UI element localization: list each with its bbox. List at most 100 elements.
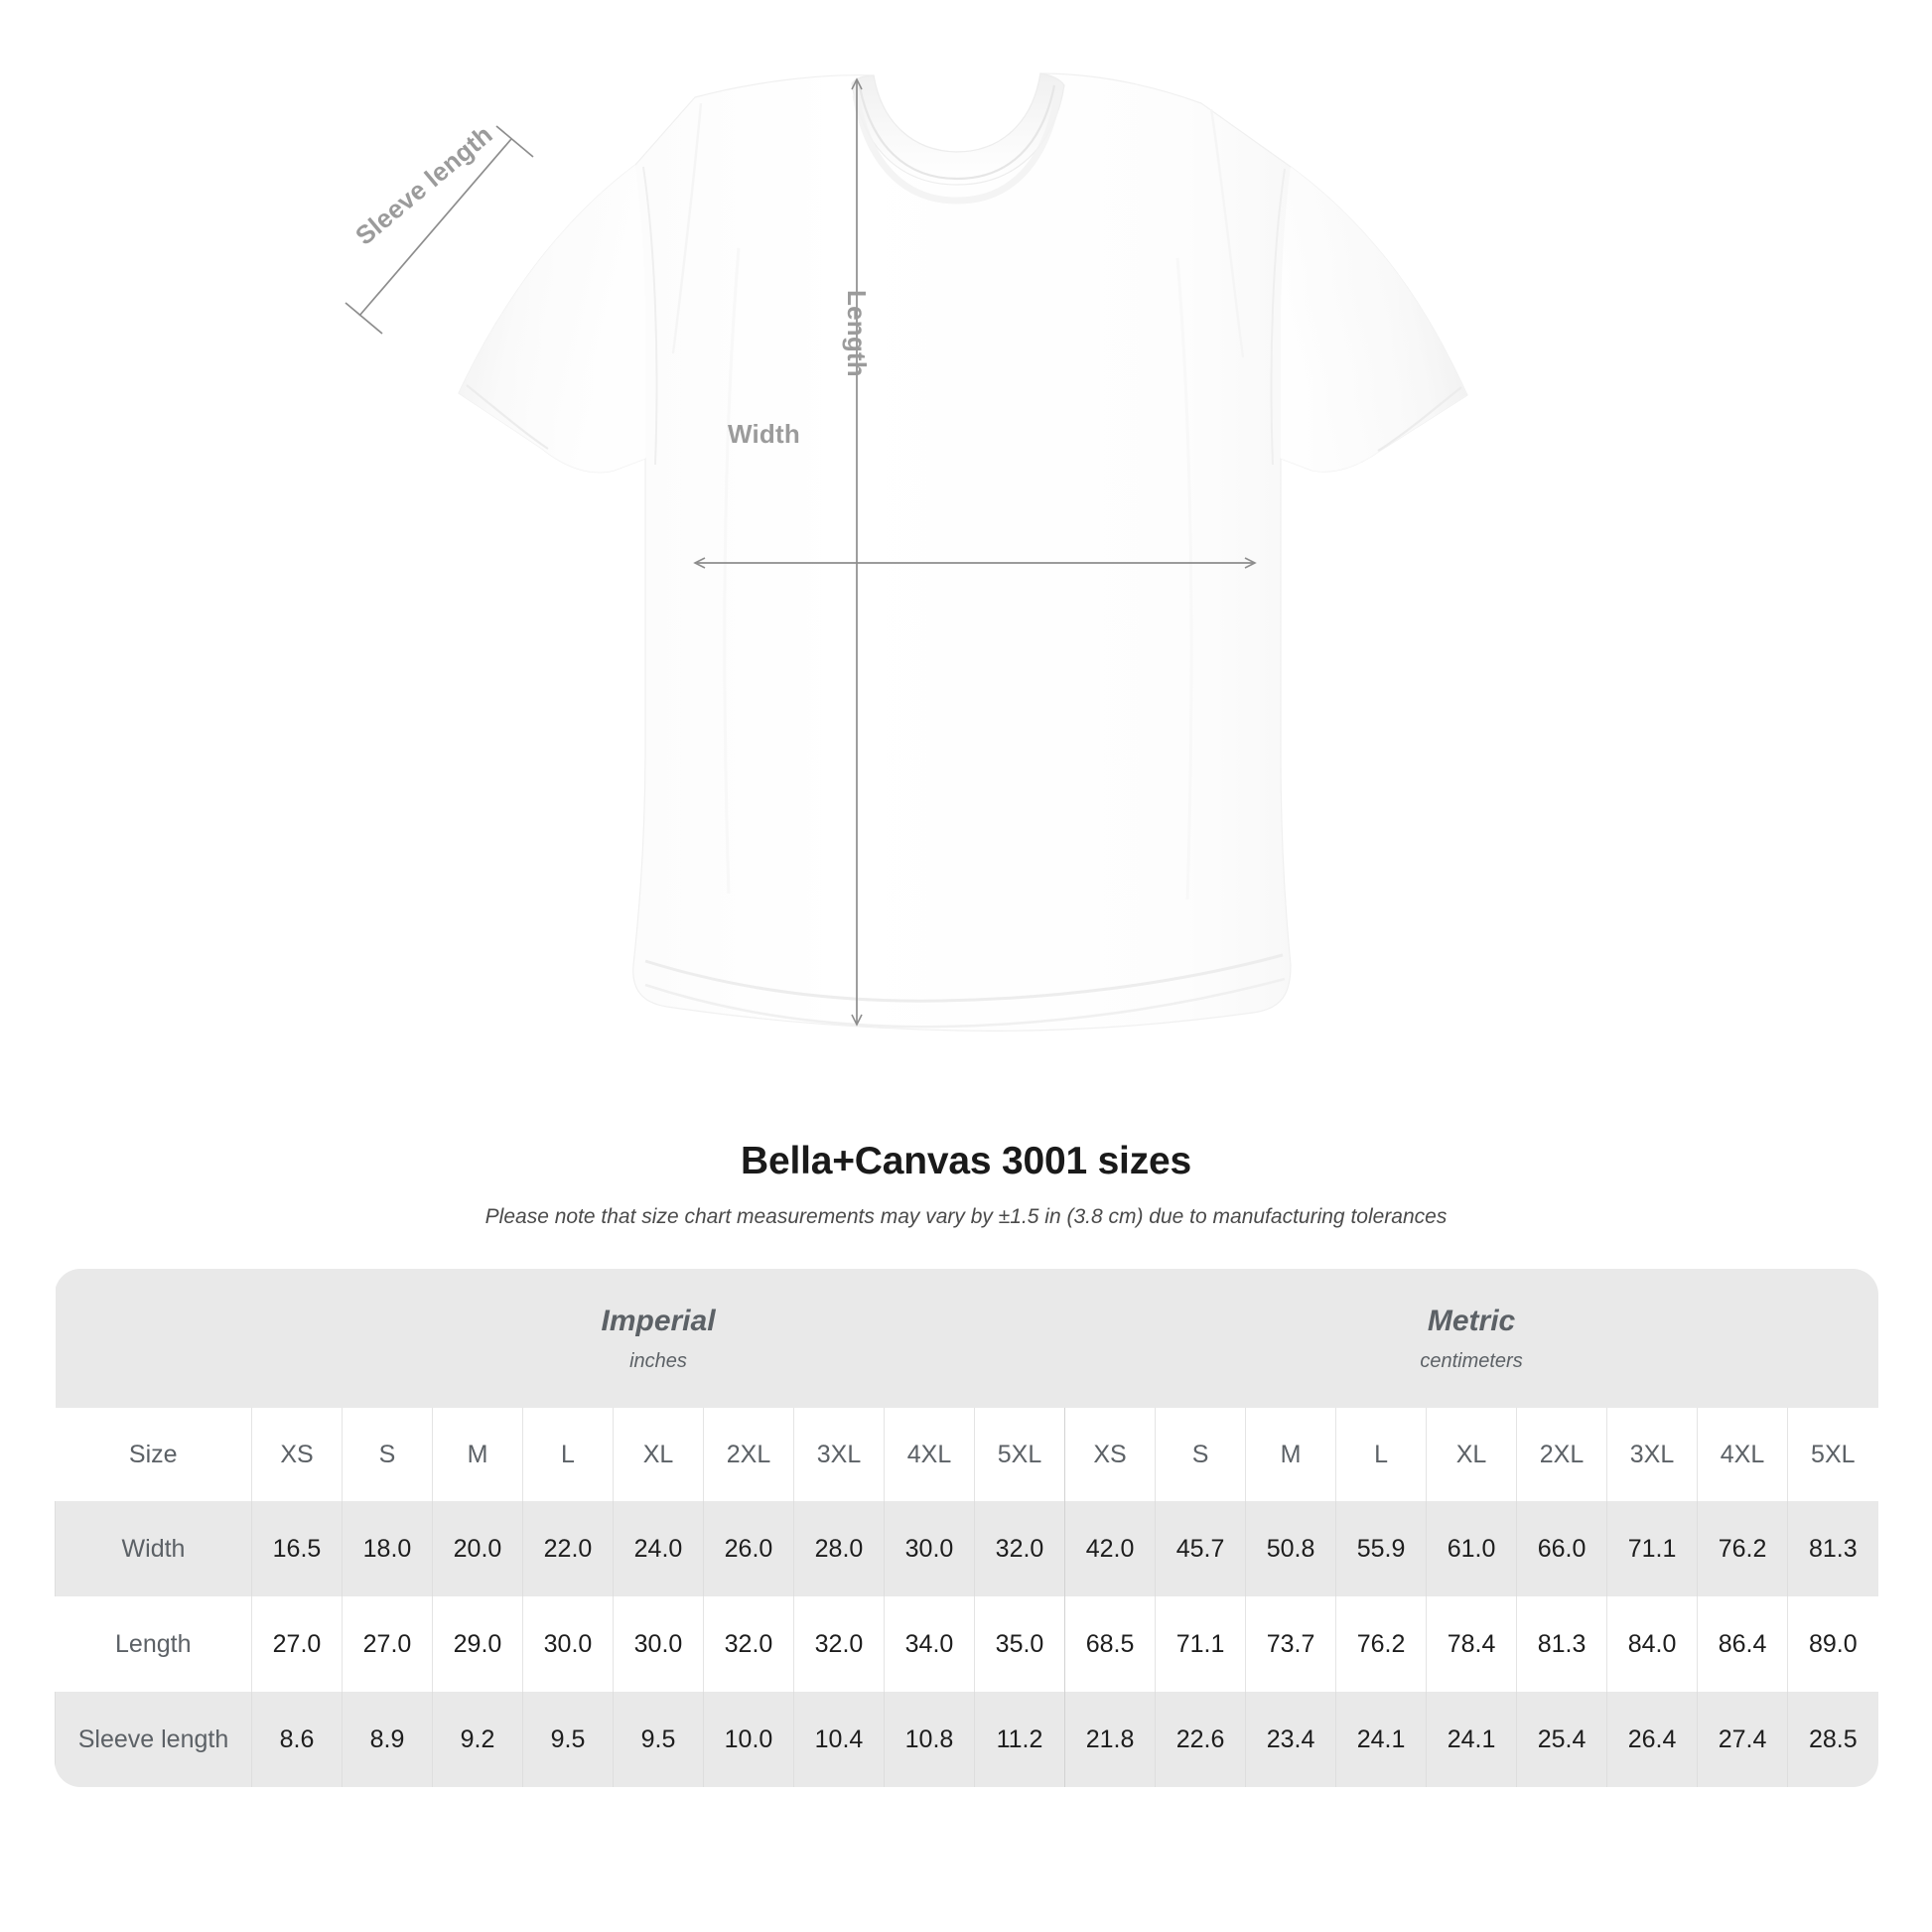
measurement-cell: 71.1 — [1606, 1501, 1698, 1596]
size-header-cell: XL — [613, 1408, 704, 1501]
left-armhole-seam — [642, 166, 658, 466]
right-armhole-seam — [1270, 168, 1286, 466]
measurement-cell: 30.0 — [522, 1596, 614, 1692]
size-chart-table: Imperial inches Metric centimeters Size XS S M L… — [55, 1269, 1878, 1787]
row-label-header: Size — [55, 1408, 252, 1501]
measurement-cell: 27.0 — [251, 1596, 343, 1692]
sleeve-tick-bottom — [345, 302, 383, 335]
right-cuff-seam — [1377, 386, 1462, 452]
size-header-cell: S — [1155, 1408, 1246, 1501]
size-header-cell: L — [522, 1408, 614, 1501]
sleeve-dimension-line — [358, 138, 512, 317]
measurement-cell: 55.9 — [1335, 1501, 1427, 1596]
measurement-cell: 26.4 — [1606, 1692, 1698, 1787]
size-header-cell: XS — [1064, 1408, 1156, 1501]
measurement-cell: 42.0 — [1064, 1501, 1156, 1596]
measurement-cell: 26.0 — [703, 1501, 794, 1596]
measurement-cell: 16.5 — [251, 1501, 343, 1596]
measurement-cell: 61.0 — [1426, 1501, 1517, 1596]
row-label: Width — [55, 1501, 252, 1596]
measurement-cell: 11.2 — [973, 1692, 1065, 1787]
hem-seam — [644, 953, 1284, 1003]
size-header-cell: 4XL — [1697, 1408, 1788, 1501]
measurement-cell: 32.0 — [793, 1596, 885, 1692]
size-header-row: Size XS S M L XL 2XL 3XL 4XL 5XL XS S M L XL 2XL 3XL 4XL 5… — [55, 1408, 1878, 1501]
unit-name: Metric — [1427, 1304, 1516, 1337]
measurement-cell: 73.7 — [1245, 1596, 1336, 1692]
size-header-cell: S — [342, 1408, 433, 1501]
unit-sub: centimeters — [1420, 1349, 1523, 1372]
measurement-cell: 22.6 — [1155, 1692, 1246, 1787]
measurement-cell: 71.1 — [1155, 1596, 1246, 1692]
size-header-cell: 3XL — [793, 1408, 885, 1501]
left-shoulder-fold — [671, 102, 703, 354]
size-chart-table-wrap: Imperial inches Metric centimeters Size XS S M L… — [55, 1269, 1878, 1787]
measurement-cell: 32.0 — [973, 1501, 1065, 1596]
collar-inner-seam — [858, 84, 1056, 181]
measurement-cell: 9.2 — [432, 1692, 523, 1787]
measurement-cell: 23.4 — [1245, 1692, 1336, 1787]
measurement-cell: 50.8 — [1245, 1501, 1336, 1596]
page-title: Bella+Canvas 3001 sizes — [741, 1140, 1191, 1182]
left-sleeve — [459, 165, 645, 473]
measurement-cell: 20.0 — [432, 1501, 523, 1596]
measurement-cell: 86.4 — [1697, 1596, 1788, 1692]
unit-banner-row: Imperial inches Metric centimeters — [55, 1269, 1878, 1408]
measurement-cell: 32.0 — [703, 1596, 794, 1692]
measurement-cell: 76.2 — [1335, 1596, 1427, 1692]
size-header-cell: M — [432, 1408, 523, 1501]
measurement-cell: 27.0 — [342, 1596, 433, 1692]
title-block: Bella+Canvas 3001 sizes Please note that… — [0, 1140, 1932, 1229]
tshirt-diagram: Sleeve length Length Width — [345, 72, 1468, 1032]
measurement-cell: 22.0 — [522, 1501, 614, 1596]
measurement-cell: 84.0 — [1606, 1596, 1698, 1692]
page-subtitle: Please note that size chart measurements… — [484, 1205, 1448, 1228]
dimension-lines — [345, 77, 1257, 1027]
table-row: Length 27.0 27.0 29.0 30.0 30.0 32.0 32.0 34.0 35… — [55, 1596, 1878, 1692]
measurement-cell: 28.0 — [793, 1501, 885, 1596]
measurement-cell: 25.4 — [1516, 1692, 1607, 1787]
size-header-cell: L — [1335, 1408, 1427, 1501]
size-header-cell: 2XL — [1516, 1408, 1607, 1501]
measurement-cell: 10.4 — [793, 1692, 885, 1787]
measurement-cell: 66.0 — [1516, 1501, 1607, 1596]
measurement-cell: 8.6 — [251, 1692, 343, 1787]
right-body-crease — [1175, 257, 1193, 900]
size-header-cell: M — [1245, 1408, 1336, 1501]
measurement-cell: 76.2 — [1697, 1501, 1788, 1596]
size-header-cell: XS — [251, 1408, 343, 1501]
measurement-cell: 45.7 — [1155, 1501, 1246, 1596]
unit-group-imperial: Imperial inches — [251, 1269, 1065, 1408]
size-header-cell: 5XL — [1787, 1408, 1878, 1501]
size-header-cell: XL — [1426, 1408, 1517, 1501]
measurement-cell: 81.3 — [1787, 1501, 1878, 1596]
measurement-cell: 68.5 — [1064, 1596, 1156, 1692]
measurement-cell: 24.1 — [1426, 1692, 1517, 1787]
left-body-crease — [723, 247, 741, 895]
measurement-cell: 18.0 — [342, 1501, 433, 1596]
tshirt-illustration — [345, 72, 1468, 1032]
table-row: Width 16.5 18.0 20.0 22.0 24.0 26.0 28.0 30.0 32.… — [55, 1501, 1878, 1596]
measurement-cell: 28.5 — [1787, 1692, 1878, 1787]
measurement-cell: 24.1 — [1335, 1692, 1427, 1787]
measurement-cell: 9.5 — [522, 1692, 614, 1787]
measurement-cell: 24.0 — [613, 1501, 704, 1596]
measurement-cell: 21.8 — [1064, 1692, 1156, 1787]
right-sleeve — [1281, 167, 1467, 473]
sleeve-tick-top — [495, 125, 534, 158]
table-row: Sleeve length 8.6 8.9 9.2 9.5 9.5 10.0 10.4 10.8… — [55, 1692, 1878, 1787]
measurement-cell: 89.0 — [1787, 1596, 1878, 1692]
measurement-cell: 9.5 — [613, 1692, 704, 1787]
measurement-cell: 10.0 — [703, 1692, 794, 1787]
unit-row-spacer — [55, 1269, 252, 1408]
measurement-cell: 10.8 — [884, 1692, 975, 1787]
measurement-cell: 30.0 — [613, 1596, 704, 1692]
unit-name: Imperial — [601, 1304, 716, 1337]
row-label: Length — [55, 1596, 252, 1692]
measurement-cell: 34.0 — [884, 1596, 975, 1692]
size-header-cell: 4XL — [884, 1408, 975, 1501]
hem-edge — [644, 977, 1286, 1029]
measurement-cell: 29.0 — [432, 1596, 523, 1692]
row-label: Sleeve length — [55, 1692, 252, 1787]
size-header-cell: 3XL — [1606, 1408, 1698, 1501]
